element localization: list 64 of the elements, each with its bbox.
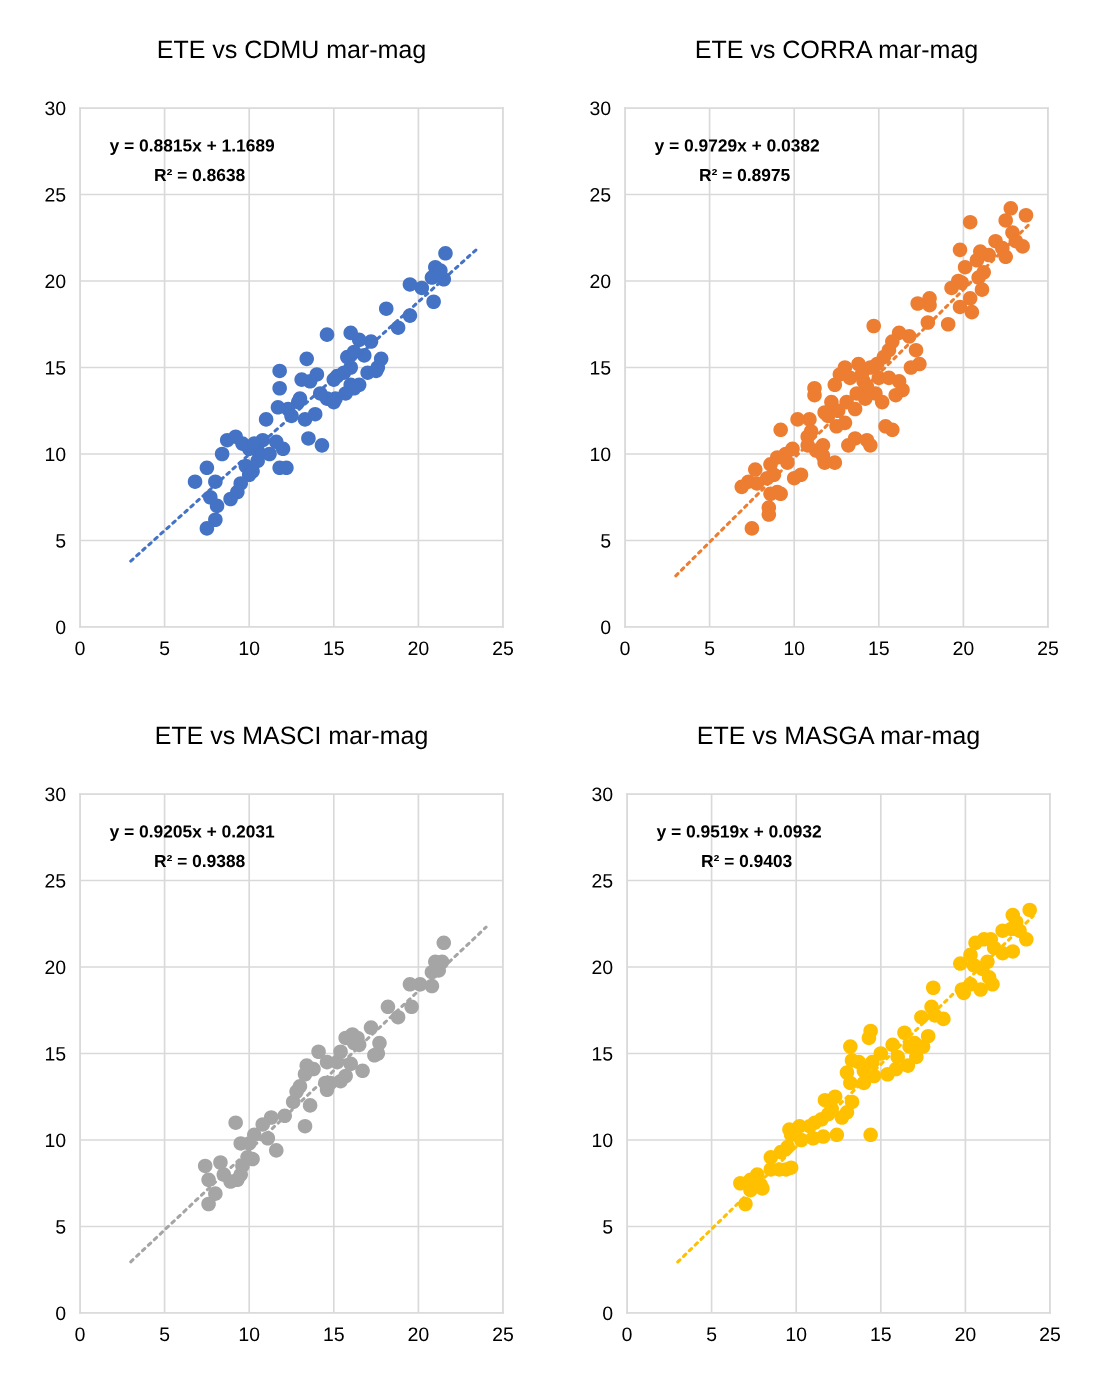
y-tick-label: 15: [590, 361, 611, 375]
x-tick-label: 20: [408, 1327, 429, 1342]
y-tick-label: 10: [590, 447, 611, 462]
x-tick-label: 10: [786, 1327, 807, 1342]
y-tick-label: 0: [601, 620, 611, 635]
x-tick-label: 10: [239, 641, 260, 656]
y-tick-label: 25: [590, 187, 611, 202]
annotation: y = 0.9519x + 0.0932: [656, 825, 821, 842]
x-tick-label: 25: [493, 1327, 513, 1342]
x-tick-label: 5: [706, 1327, 717, 1342]
annotation: R² = 0.8638: [155, 168, 245, 182]
y-tick-label: 0: [56, 1306, 66, 1321]
y-tick-label: 5: [56, 534, 66, 548]
x-tick-label: 15: [324, 641, 344, 656]
x-tick-label: 10: [239, 1327, 260, 1342]
chart-title: ETE vs MASCI mar-mag: [156, 726, 427, 750]
annotation: R² = 0.9403: [702, 854, 792, 868]
x-tick-label: 15: [324, 1327, 344, 1342]
annotation: y = 0.9729x + 0.0382: [654, 139, 819, 156]
x-tick-label: 10: [784, 641, 805, 656]
y-tick-label: 10: [45, 447, 66, 462]
x-tick-label: 0: [620, 641, 630, 656]
y-tick-label: 0: [603, 1306, 613, 1321]
chart-title: ETE vs CDMU mar-mag: [158, 40, 425, 64]
y-tick-label: 15: [592, 1047, 613, 1061]
x-tick-label: 20: [955, 1327, 976, 1342]
y-tick-label: 15: [45, 361, 66, 375]
y-tick-label: 5: [56, 1220, 66, 1234]
y-tick-label: 20: [45, 960, 66, 975]
y-tick-label: 30: [45, 787, 66, 802]
y-tick-label: 20: [45, 274, 66, 289]
chart-title: ETE vs CORRA mar-mag: [696, 40, 977, 64]
x-tick-label: 5: [704, 641, 715, 656]
y-tick-label: 5: [603, 1220, 613, 1234]
y-tick-label: 25: [45, 873, 66, 888]
x-tick-label: 25: [1038, 641, 1058, 656]
y-tick-label: 10: [45, 1133, 66, 1148]
x-tick-label: 15: [871, 1327, 891, 1342]
y-tick-label: 25: [592, 873, 613, 888]
x-tick-label: 20: [953, 641, 974, 656]
annotation: y = 0.9205x + 0.2031: [109, 825, 275, 842]
annotation: R² = 0.8975: [700, 168, 790, 182]
y-tick-label: 5: [601, 534, 611, 548]
x-tick-label: 25: [493, 641, 513, 656]
y-tick-label: 30: [590, 101, 611, 116]
y-tick-label: 15: [45, 1047, 66, 1061]
annotation: R² = 0.9388: [155, 854, 245, 868]
y-tick-label: 25: [45, 187, 66, 202]
x-tick-label: 25: [1040, 1327, 1060, 1342]
y-tick-label: 0: [56, 620, 66, 635]
x-tick-label: 20: [408, 641, 429, 656]
x-tick-label: 0: [75, 1327, 85, 1342]
x-tick-label: 0: [622, 1327, 632, 1342]
annotation: y = 0.8815x + 1.1689: [109, 139, 275, 156]
y-tick-label: 30: [592, 787, 613, 802]
y-tick-label: 20: [592, 960, 613, 975]
chart-title: ETE vs MASGA mar-mag: [698, 726, 979, 750]
y-tick-label: 20: [590, 274, 611, 289]
y-tick-label: 30: [45, 101, 66, 116]
x-tick-label: 5: [159, 641, 170, 656]
x-tick-label: 0: [75, 641, 85, 656]
x-tick-label: 5: [159, 1327, 170, 1342]
x-tick-label: 15: [869, 641, 889, 656]
y-tick-label: 10: [592, 1133, 613, 1148]
